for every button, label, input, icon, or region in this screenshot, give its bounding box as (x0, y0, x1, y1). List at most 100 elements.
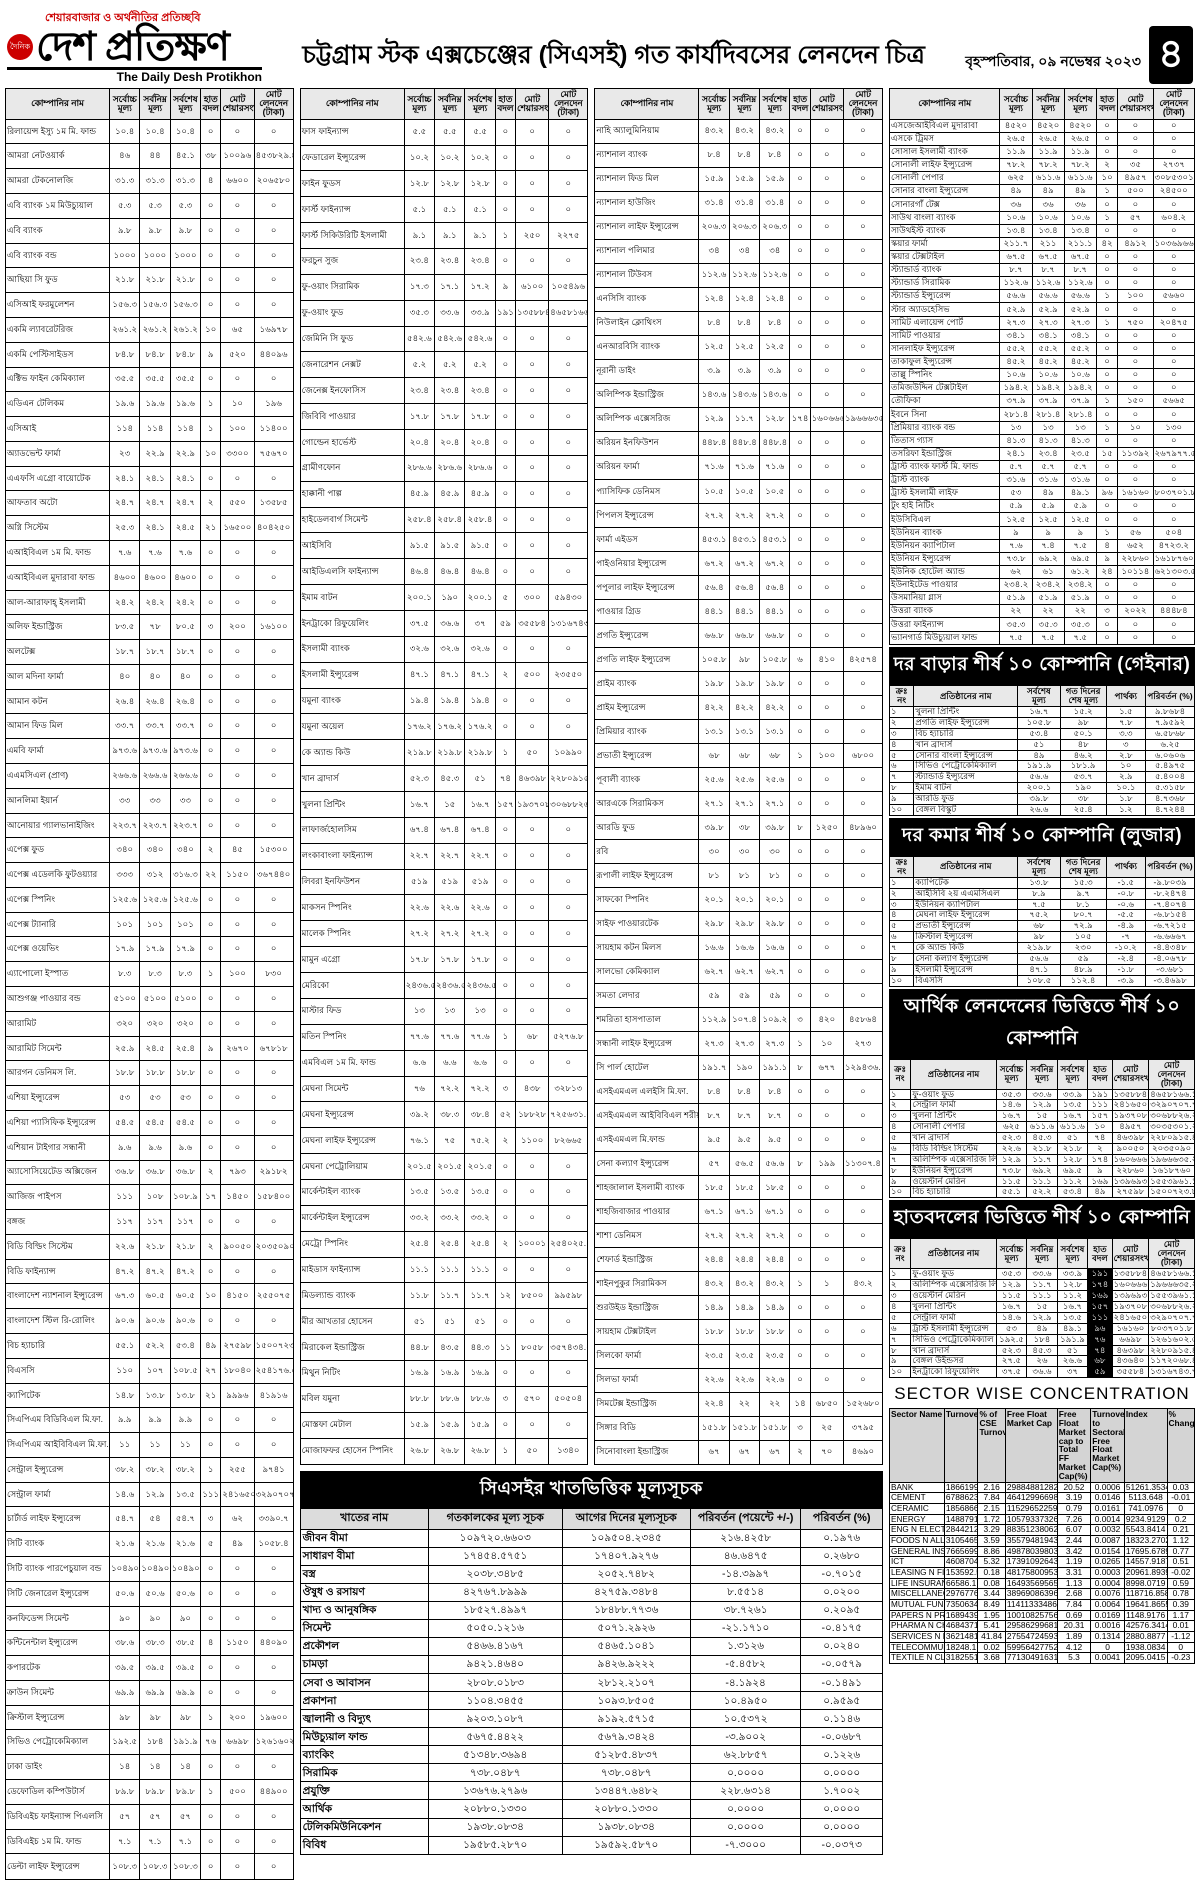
value-cell: ০ (842, 1223, 884, 1249)
value-cell: ৪৪.৮ (403, 1334, 436, 1361)
row-label-cell: এপেক্স স্পিনিং (4, 886, 111, 913)
table-row: মোজাফফর হোসেন স্পিনিং ২৬.৮ ২৬.৮ ২৬.৮ ১ ৫০ ১৩৪০ (299, 1437, 589, 1466)
value-cell: ক্রিস্টাল ইন্স্যুরেন্স (913, 931, 1019, 944)
value-cell: 35579481943.50 (1004, 1534, 1058, 1547)
value-cell: ০ (220, 217, 255, 244)
value-cell: ৪৯৫৭ (1111, 1121, 1150, 1134)
row-label-cell: সোনারগাঁ টেক্স (888, 197, 1001, 212)
value-cell: ২০.৪ (464, 429, 496, 456)
row-label-cell: আরডি ফুড (594, 815, 700, 841)
value-cell: ০ (220, 1853, 255, 1880)
value-cell: 1.13 (1056, 1577, 1092, 1590)
value-cell: ০ (809, 1367, 844, 1393)
row-label-cell: কনফিডেন্স সিমেন্ট (4, 1605, 111, 1632)
value-cell: ১ (200, 1779, 222, 1805)
table-row: ৬ ক্রিস্টাল ইন্স্যুরেন্স ৯৮ ১০৫ -৭ -৬.৬৬৬৭ (888, 931, 1195, 944)
value-cell: ২৭.২ (698, 1223, 730, 1249)
value-cell: ২৭৩ (842, 1031, 884, 1057)
value-cell: ০ (809, 1247, 844, 1273)
row-label-cell: কপারটেক (4, 1655, 111, 1681)
value-cell: ০ (253, 688, 294, 715)
value-cell: ৫৬.৬ (1031, 289, 1065, 304)
value-cell: ৫১৩৪৮.৩৬৯৪ (427, 1745, 563, 1765)
value-cell: ২৭.৩ (759, 1031, 791, 1057)
value-cell: ৮.৩ (139, 961, 171, 988)
stock-column-4: কোম্পানির নাম সর্বোচ্চ মূল্য সর্বনিম্ন মূল… (888, 88, 1196, 646)
row-label-cell: সাধারণ বীমা (299, 1546, 429, 1566)
table-row: আমান ফিড মিল ৩৩.৭ ৩৩.৭ ৩৩.৭ ০ ০ ০ (4, 713, 294, 740)
value-cell: ১০.৬ (1063, 210, 1097, 225)
value-cell: ১১১ (109, 1184, 141, 1211)
value-cell: ৩৭.৫ (995, 1366, 1028, 1379)
value-cell: ৩৬.৬ (434, 610, 466, 637)
value-cell: ১২৫.৬ (139, 886, 171, 913)
table-row: CEMENT6788623.807.8446412996698.603.190.… (889, 1492, 1195, 1504)
value-cell: 1.19 (1056, 1556, 1092, 1568)
value-cell: 1866199.50 (943, 1481, 979, 1494)
row-label-cell: আফতাব অটো (4, 490, 111, 517)
table-row: ৩ ওয়েস্টার্ন মেরিন ১১.৫ ১১.১ ১১.২ ১৬৯ ১৩৯৬৯৩ ১… (888, 1290, 1195, 1303)
table-row: আরডি ফুড ৩৯.৮ ৩৮ ৩৯.৮ ৮ ১২৫০ ৪৮৯৬০ (594, 815, 884, 841)
value-cell: ৪৬৫৮১৬৬.১ (1148, 1088, 1195, 1101)
table-row: ন্যাশনাল পলিমার ৩৪ ৩৪ ৩৪ ০ ০ ০ (594, 238, 884, 264)
value-cell: ৫৪.৭ (109, 1506, 141, 1533)
value-cell: ০ (200, 688, 222, 715)
value-cell: ০ (515, 920, 550, 948)
value-cell: ১৯১.৯ (1056, 1333, 1089, 1346)
value-cell: ১৩১৬৭৪৩.৭ (1148, 1366, 1195, 1379)
value-cell: ২৩.৫ (1063, 446, 1097, 461)
value-cell: ০ (789, 286, 811, 312)
table-row: সিএপিএম বিডিবিএল মি.ফা. ৯.৯ ৯.৯ ৯.৯ ০ ০ ০ (4, 1407, 294, 1434)
value-cell: ৭.৪ (1031, 538, 1065, 553)
value-cell: ০ (1152, 630, 1196, 646)
value-cell: 38969086396.00 (1004, 1588, 1058, 1600)
value-cell: ০ (253, 292, 294, 318)
value-cell: ৫০ (515, 1437, 550, 1466)
value-cell: ০ (1117, 407, 1154, 422)
value-cell: ০ (1095, 354, 1119, 370)
row-label-cell: ৫ (888, 1311, 912, 1324)
value-cell: ৮৯.৮ (109, 1779, 141, 1805)
value-cell: ৩৭.৫ (403, 610, 436, 637)
value-cell: ১৫.৯ (759, 166, 791, 192)
value-cell: ০ (548, 325, 589, 353)
table-row: ৯ আরডি ফুড ৩৯.৮ ৩৮ ১.৮ ৪.৭৩৬৮ (888, 793, 1195, 805)
row-label-cell: এপেক্স ফুড (4, 837, 111, 864)
row-label-cell: ইমাম বাটন (299, 584, 405, 612)
value-cell: 295862996810.40 (1004, 1620, 1058, 1632)
value-cell: ২৪.২ (139, 589, 171, 616)
value-cell: ৯৭৩.৬ (139, 738, 171, 765)
row-label-cell: আর্থিক (299, 1799, 429, 1819)
table-row: ইবনে সিনা ২৮১.৪ ২৮১.৪ ২৮১.৪ ০ ০ ০ (888, 407, 1196, 422)
row-label-cell: এবি ব্যাংক (4, 217, 111, 244)
table-row: হাইডেলবার্গ সিমেন্ট ২৫৮.৪ ২৫৮.৪ ২৫৮.৪ ০ ০ ০ (299, 506, 589, 534)
value-cell: ৩৫৫৮৪ (515, 610, 550, 637)
table-row: সিমেন্ট ৫০৫০.১২১৬ ৫০৭১.২৯২৬ -২১.১৭১০ -০.৪১৭৫ (299, 1618, 883, 1638)
value-cell: 51261.3534 (1123, 1481, 1168, 1494)
value-cell: ০ (1117, 368, 1154, 383)
table-row: নাহি অ্যালুমিনিয়াম ৪৩.২ ৪৩.২ ৪৩.২ ০ ০ ০ (594, 118, 884, 144)
value-cell: ১৮১.৯ (1059, 760, 1107, 773)
value-cell: ৮.৪ (759, 142, 791, 168)
value-cell: ০ (1152, 433, 1196, 448)
value-cell: ১৯৬৬৬৩৫.২ (1148, 1279, 1195, 1292)
value-cell: ৭৬ (1087, 1333, 1113, 1346)
column-header: ক্রঃ নং (888, 1058, 912, 1090)
value-cell: ৯৮ (169, 1704, 202, 1731)
table-row: জেনেক্স ইনফোসিস ২৩.৪ ২৩.৪ ২৩.৪ ০ ০ ০ (299, 377, 589, 405)
table-row: আমান কটন ২৬.৪ ২৬.৪ ২৬.৪ ০ ০ ০ (4, 688, 294, 715)
value-cell: ২৬১.২ (139, 316, 171, 343)
table-row: ডেফোডিল কম্পিউটার্স ৮৯.৮ ৮৯.৮ ৮৯.৮ ১ ৫০০ ৪৪৯০০ (4, 1779, 294, 1805)
value-cell: ৩৬.৮ (169, 1159, 202, 1186)
table-row: কে অ্যান্ড কিউ ২১৯.৮ ২১৯.৮ ২১৯.৮ ১ ৫০ ১০৯৯০ (299, 739, 589, 767)
value-cell: ০ (809, 695, 844, 721)
value-cell: ২১৯.৮ (403, 739, 436, 767)
value-cell: ১৫৭ (1087, 1301, 1113, 1313)
value-cell: ১০.৪ (109, 118, 141, 145)
value-cell: ৮০৩৭০১.৮ (1148, 1322, 1195, 1335)
value-cell: ০ (809, 1223, 844, 1249)
value-cell: ০ (789, 142, 811, 168)
value-cell: ১৯৫৮৫.২৮৭০ (427, 1835, 563, 1855)
value-cell: ৪১৯১৬ (253, 1382, 294, 1409)
